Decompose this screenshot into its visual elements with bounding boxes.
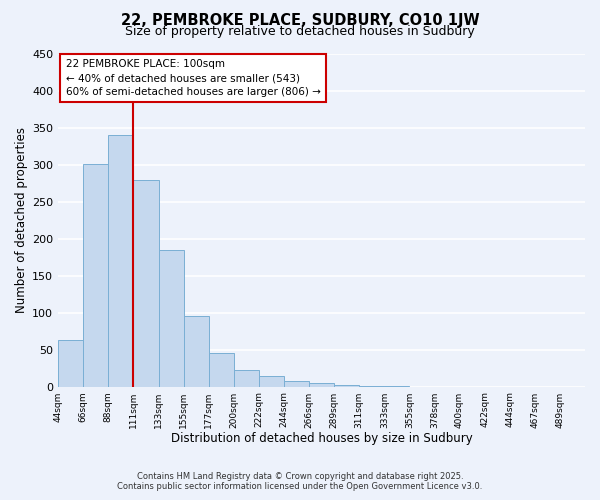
- Bar: [83, 164, 109, 386]
- Bar: [158, 250, 184, 386]
- Bar: [58, 340, 83, 386]
- Bar: [184, 316, 209, 386]
- Bar: [133, 180, 158, 386]
- Bar: [309, 383, 334, 386]
- Bar: [259, 376, 284, 386]
- Y-axis label: Number of detached properties: Number of detached properties: [15, 128, 28, 314]
- Text: Size of property relative to detached houses in Sudbury: Size of property relative to detached ho…: [125, 25, 475, 38]
- Text: Contains HM Land Registry data © Crown copyright and database right 2025.
Contai: Contains HM Land Registry data © Crown c…: [118, 472, 482, 491]
- Bar: [209, 354, 234, 386]
- X-axis label: Distribution of detached houses by size in Sudbury: Distribution of detached houses by size …: [171, 432, 472, 445]
- Text: 22, PEMBROKE PLACE, SUDBURY, CO10 1JW: 22, PEMBROKE PLACE, SUDBURY, CO10 1JW: [121, 12, 479, 28]
- Text: 22 PEMBROKE PLACE: 100sqm
← 40% of detached houses are smaller (543)
60% of semi: 22 PEMBROKE PLACE: 100sqm ← 40% of detac…: [65, 59, 320, 97]
- Bar: [334, 385, 359, 386]
- Bar: [109, 136, 133, 386]
- Bar: [234, 370, 259, 386]
- Bar: [284, 382, 309, 386]
